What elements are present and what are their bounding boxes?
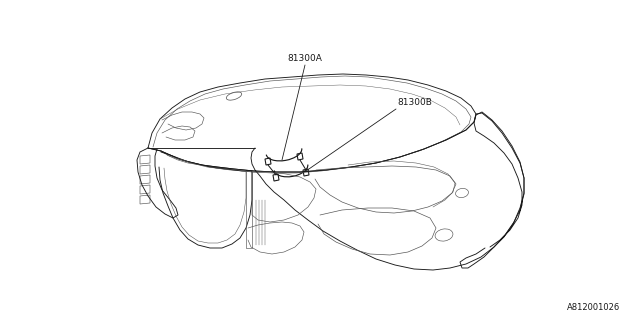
Text: A812001026: A812001026 (567, 303, 620, 312)
Text: 81300B: 81300B (397, 98, 432, 107)
Text: 81300A: 81300A (287, 54, 323, 63)
